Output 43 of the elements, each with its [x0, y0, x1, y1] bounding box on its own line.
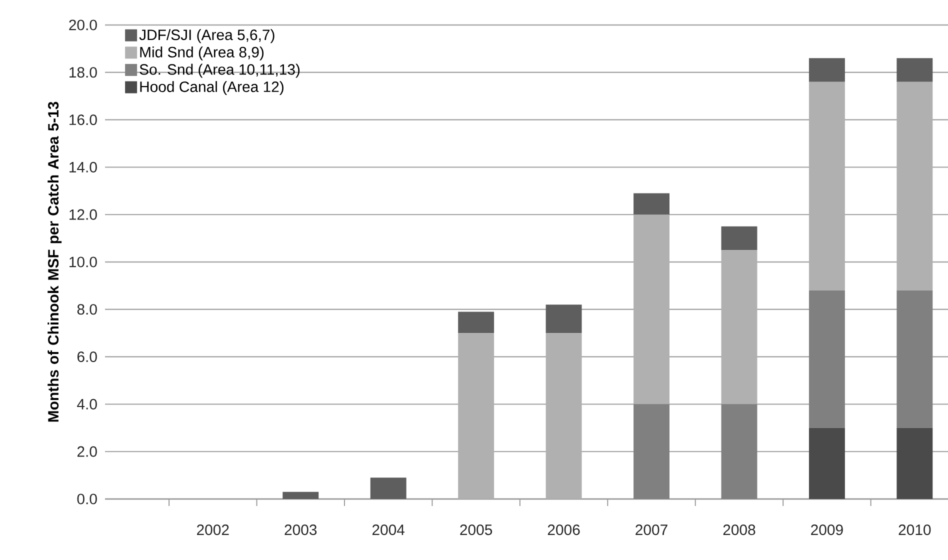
- bar: [896, 58, 933, 82]
- y-tick-label: 16.0: [70, 114, 97, 126]
- bar: [721, 250, 758, 404]
- x-tick-label: 2010: [898, 524, 931, 536]
- y-tick-label: 12.0: [70, 209, 97, 220]
- bar: [721, 226, 758, 250]
- bar: [721, 404, 758, 499]
- legend-label: JDF/SJI (Area 5,6,7): [139, 29, 274, 44]
- bar: [896, 428, 933, 499]
- y-tick-label: 4.0: [77, 398, 97, 410]
- x-tick-label: 2006: [548, 524, 580, 536]
- y-tick-label: 10.0: [70, 256, 97, 268]
- bar: [808, 58, 845, 82]
- y-tick-label: 0.0: [77, 494, 97, 504]
- bar: [896, 290, 933, 428]
- legend-label: So. Snd (Area 10,11,13): [140, 64, 300, 78]
- bar: [808, 428, 845, 499]
- y-tick-label: 2.0: [77, 446, 97, 457]
- y-tick-label: 6.0: [77, 351, 97, 362]
- y-tick-label: 14.0: [70, 162, 97, 172]
- bar: [808, 290, 845, 428]
- bar: [634, 214, 670, 404]
- bar: [282, 492, 319, 499]
- x-tick-label: 2008: [723, 524, 756, 536]
- legend-label: Mid Snd (Area 8,9): [140, 46, 264, 60]
- legend-label: Hood Canal (Area 12): [140, 81, 284, 96]
- x-tick-label: 2009: [811, 524, 843, 536]
- bar: [808, 82, 845, 290]
- bar: [634, 193, 670, 215]
- bar: [896, 82, 933, 290]
- x-tick-label: 2007: [636, 524, 668, 536]
- y-tick-label: 20.0: [69, 20, 97, 30]
- bar: [458, 312, 494, 334]
- bar: [634, 404, 670, 499]
- x-tick-label: 2003: [284, 524, 317, 536]
- x-tick-label: 2002: [197, 524, 229, 536]
- x-tick-label: 2004: [372, 524, 405, 536]
- bar: [370, 478, 406, 499]
- x-tick-label: 2005: [460, 524, 492, 536]
- bar: [546, 304, 582, 334]
- y-axis-title: Months of Chinook MSF per Catch Area 5-13: [48, 102, 62, 422]
- y-tick-label: 8.0: [77, 304, 97, 315]
- y-tick-label: 18.0: [70, 67, 97, 78]
